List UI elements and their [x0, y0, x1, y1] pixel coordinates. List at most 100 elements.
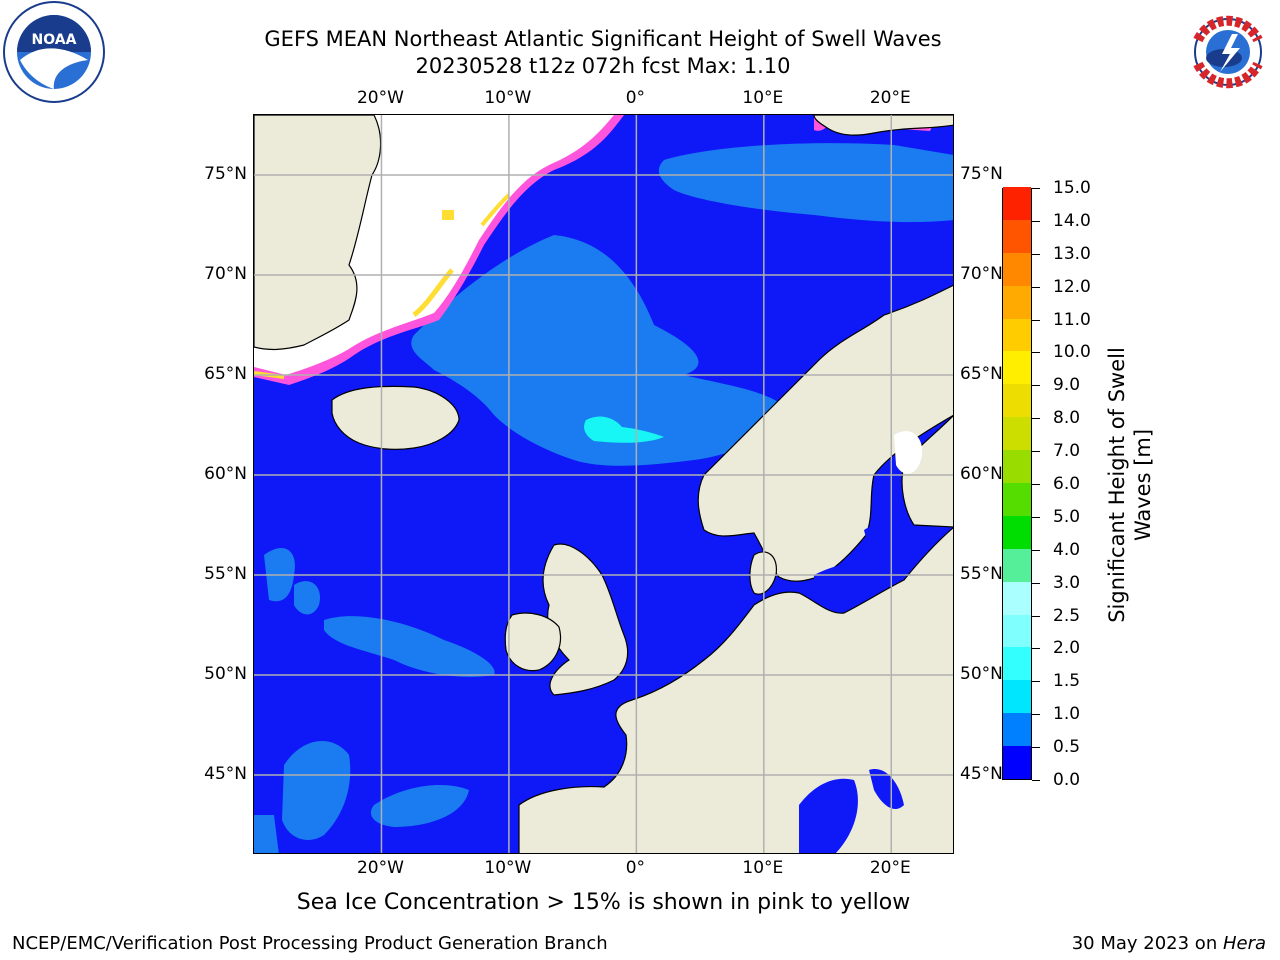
noaa-logo-icon: NOAA — [2, 0, 106, 104]
colorbar-segment — [1003, 219, 1031, 253]
colorbar-tick-label: 0.0 — [1053, 770, 1081, 790]
colorbar-tick-mark — [1032, 286, 1040, 288]
swell-max-region — [584, 416, 664, 443]
lat-tick-label-left: 70°N — [204, 264, 247, 284]
colorbar-tick-label: 11.0 — [1053, 309, 1091, 330]
colorbar-tick-label: 6.0 — [1053, 474, 1081, 494]
lat-tick-label-left: 65°N — [204, 364, 247, 384]
lat-tick-label-right: 50°N — [960, 664, 1003, 684]
colorbar-tick-mark — [1032, 253, 1040, 255]
colorbar-tick-mark — [1032, 747, 1040, 749]
colorbar-tick-mark — [1032, 780, 1040, 781]
colorbar-tick-label: 12.0 — [1053, 276, 1091, 297]
colorbar-tick-mark — [1032, 385, 1040, 387]
swell-0.5-1.0-regions — [254, 143, 953, 853]
date-text: 30 May 2023 on — [1071, 933, 1223, 954]
colorbar-tick-mark — [1032, 615, 1040, 617]
lon-tick-label-top: 20°W — [356, 88, 404, 108]
lat-tick-label-right: 45°N — [960, 764, 1003, 784]
chart-title: GEFS MEAN Northeast Atlantic Significant… — [264, 27, 942, 51]
lon-tick-label-bottom: 10°W — [484, 858, 532, 878]
lon-tick-label-bottom: 0° — [625, 858, 646, 878]
colorbar-segment — [1003, 482, 1031, 516]
colorbar-tick-mark — [1032, 549, 1040, 551]
colorbar-tick-mark — [1032, 418, 1040, 420]
map-canvas — [254, 115, 953, 853]
lon-tick-label-bottom: 20°W — [356, 858, 404, 878]
colorbar — [1002, 186, 1032, 780]
colorbar-tick-label: 0.5 — [1053, 737, 1081, 758]
colorbar-tick-label: 2.5 — [1053, 605, 1081, 626]
lat-tick-label-left: 60°N — [204, 464, 247, 484]
colorbar-segment — [1003, 350, 1031, 385]
colorbar-tick-mark — [1032, 484, 1040, 485]
colorbar-label: Significant Height of Swell Waves [m] — [1104, 347, 1156, 623]
lat-tick-label-left: 50°N — [204, 664, 247, 684]
producer-credit: NCEP/EMC/Verification Post Processing Pr… — [12, 933, 608, 954]
colorbar-tick-label: 15.0 — [1053, 178, 1091, 198]
colorbar-tick-label: 8.0 — [1053, 408, 1081, 429]
colorbar-segment — [1003, 186, 1031, 220]
land-areas — [254, 115, 953, 853]
map-panel — [253, 114, 954, 854]
colorbar-tick-mark — [1032, 352, 1040, 354]
colorbar-tick-mark — [1032, 681, 1040, 683]
colorbar-segment — [1003, 548, 1031, 582]
colorbar-tick-label: 13.0 — [1053, 243, 1091, 264]
inland-seas — [799, 431, 923, 853]
colorbar-tick-label: 14.0 — [1053, 210, 1091, 231]
colorbar-tick-mark — [1032, 220, 1040, 222]
generation-date: 30 May 2023 on Hera — [1072, 933, 1266, 954]
lat-tick-label-right: 70°N — [960, 264, 1003, 284]
colorbar-segment — [1003, 449, 1031, 483]
nws-logo-icon — [1176, 0, 1280, 104]
colorbar-tick-label: 10.0 — [1053, 342, 1091, 363]
colorbar-tick-label: 1.5 — [1053, 671, 1081, 692]
lon-tick-label-top: 0° — [625, 88, 646, 108]
colorbar-segment — [1003, 383, 1031, 418]
lon-tick-label-top: 20°E — [869, 88, 911, 108]
lat-tick-label-right: 65°N — [960, 364, 1003, 384]
colorbar-tick-label: 9.0 — [1053, 375, 1081, 396]
lat-tick-label-left: 45°N — [204, 764, 247, 784]
lon-tick-label-top: 10°E — [742, 88, 784, 108]
lon-tick-label-top: 10°W — [484, 88, 532, 108]
colorbar-tick-mark — [1032, 648, 1040, 650]
sea-ice-note: Sea Ice Concentration > 15% is shown in … — [296, 890, 911, 915]
colorbar-label-line2: Waves [m] — [1131, 428, 1155, 542]
colorbar-tick-mark — [1032, 582, 1040, 584]
colorbar-segment — [1003, 646, 1031, 681]
colorbar-tick-mark — [1032, 319, 1040, 321]
colorbar-segment — [1003, 416, 1031, 451]
colorbar-tick-mark — [1032, 188, 1040, 189]
colorbar-segment — [1003, 679, 1031, 714]
lat-tick-label-right: 60°N — [960, 464, 1003, 484]
colorbar-segment — [1003, 252, 1031, 286]
lat-tick-label-right: 55°N — [960, 564, 1003, 584]
colorbar-tick-mark — [1032, 714, 1040, 716]
colorbar-tick-label: 5.0 — [1053, 506, 1081, 527]
noaa-logo-text: NOAA — [32, 32, 77, 48]
colorbar-tick-mark — [1032, 451, 1040, 453]
colorbar-segment — [1003, 614, 1031, 648]
lon-tick-label-bottom: 20°E — [869, 858, 911, 878]
lat-tick-label-left: 75°N — [204, 164, 247, 184]
colorbar-segment — [1003, 745, 1031, 779]
lat-tick-label-right: 75°N — [960, 164, 1003, 184]
colorbar-segment — [1003, 712, 1031, 747]
colorbar-segment — [1003, 285, 1031, 319]
colorbar-tick-label: 7.0 — [1053, 441, 1081, 462]
colorbar-label-line1: Significant Height of Swell — [1105, 347, 1129, 623]
graticule — [254, 115, 953, 853]
colorbar-segment — [1003, 581, 1031, 615]
colorbar-tick-label: 1.0 — [1053, 704, 1081, 725]
colorbar-tick-label: 3.0 — [1053, 572, 1081, 593]
host-name: Hera — [1222, 933, 1266, 954]
colorbar-tick-label: 4.0 — [1053, 539, 1081, 560]
chart-subtitle: 20230528 t12z 072h fcst Max: 1.10 — [415, 54, 791, 78]
colorbar-segment — [1003, 515, 1031, 549]
colorbar-segment — [1003, 318, 1031, 352]
lon-tick-label-bottom: 10°E — [742, 858, 784, 878]
colorbar-tick-mark — [1032, 516, 1040, 518]
lat-tick-label-left: 55°N — [204, 564, 247, 584]
